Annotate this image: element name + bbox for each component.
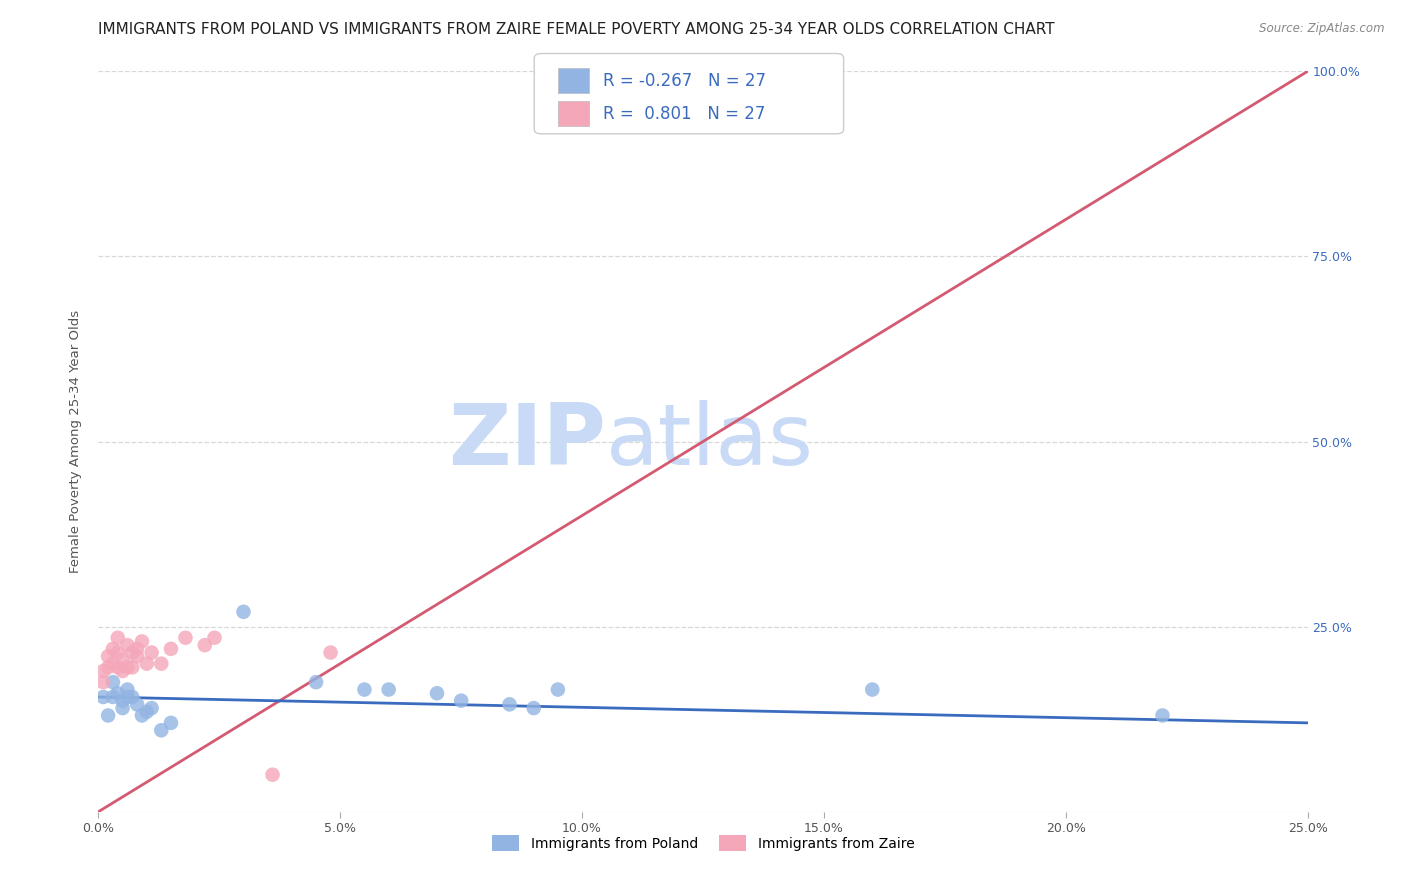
Point bbox=[150, 723, 173, 738]
Point bbox=[111, 664, 134, 678]
Point bbox=[450, 694, 472, 708]
Point bbox=[860, 682, 883, 697]
Point bbox=[160, 641, 183, 656]
Point bbox=[91, 690, 114, 704]
Text: IMMIGRANTS FROM POLAND VS IMMIGRANTS FROM ZAIRE FEMALE POVERTY AMONG 25-34 YEAR : IMMIGRANTS FROM POLAND VS IMMIGRANTS FRO… bbox=[98, 22, 1054, 37]
Point bbox=[141, 701, 163, 715]
Point bbox=[319, 646, 342, 660]
Point bbox=[523, 701, 546, 715]
Legend: Immigrants from Poland, Immigrants from Zaire: Immigrants from Poland, Immigrants from … bbox=[486, 830, 920, 856]
Point bbox=[174, 631, 197, 645]
Point bbox=[547, 682, 569, 697]
Point bbox=[97, 708, 120, 723]
Point bbox=[127, 641, 149, 656]
Point bbox=[135, 657, 157, 671]
Point bbox=[121, 646, 143, 660]
Point bbox=[101, 690, 124, 704]
Point bbox=[1152, 708, 1174, 723]
Y-axis label: Female Poverty Among 25-34 Year Olds: Female Poverty Among 25-34 Year Olds bbox=[69, 310, 83, 573]
Point bbox=[194, 638, 217, 652]
Point bbox=[305, 675, 328, 690]
Point bbox=[117, 638, 139, 652]
Point bbox=[91, 664, 114, 678]
Text: Source: ZipAtlas.com: Source: ZipAtlas.com bbox=[1260, 22, 1385, 36]
Point bbox=[262, 767, 284, 781]
Text: R = -0.267   N = 27: R = -0.267 N = 27 bbox=[603, 72, 766, 90]
Point bbox=[111, 694, 134, 708]
Point bbox=[101, 657, 124, 671]
Point bbox=[101, 675, 124, 690]
Point bbox=[353, 682, 375, 697]
Point bbox=[97, 649, 120, 664]
Point bbox=[107, 631, 129, 645]
Point bbox=[117, 682, 139, 697]
Point bbox=[232, 605, 254, 619]
Point bbox=[107, 646, 129, 660]
Point bbox=[135, 705, 157, 719]
Point bbox=[101, 641, 124, 656]
Point bbox=[131, 634, 153, 648]
Point bbox=[107, 686, 129, 700]
Point bbox=[131, 708, 153, 723]
Point bbox=[127, 649, 149, 664]
Text: R =  0.801   N = 27: R = 0.801 N = 27 bbox=[603, 104, 765, 122]
Point bbox=[91, 675, 114, 690]
Point bbox=[150, 657, 173, 671]
Point bbox=[107, 660, 129, 674]
Point bbox=[160, 715, 183, 730]
Point bbox=[117, 660, 139, 674]
Point bbox=[141, 646, 163, 660]
Point bbox=[121, 690, 143, 704]
Point bbox=[117, 690, 139, 704]
Point bbox=[426, 686, 449, 700]
Point bbox=[121, 660, 143, 674]
Point bbox=[127, 698, 149, 712]
Point bbox=[97, 660, 120, 674]
Text: atlas: atlas bbox=[606, 400, 814, 483]
Point bbox=[111, 653, 134, 667]
Text: ZIP: ZIP bbox=[449, 400, 606, 483]
Point bbox=[204, 631, 226, 645]
Point bbox=[377, 682, 399, 697]
Point bbox=[111, 701, 134, 715]
Point bbox=[498, 698, 520, 712]
